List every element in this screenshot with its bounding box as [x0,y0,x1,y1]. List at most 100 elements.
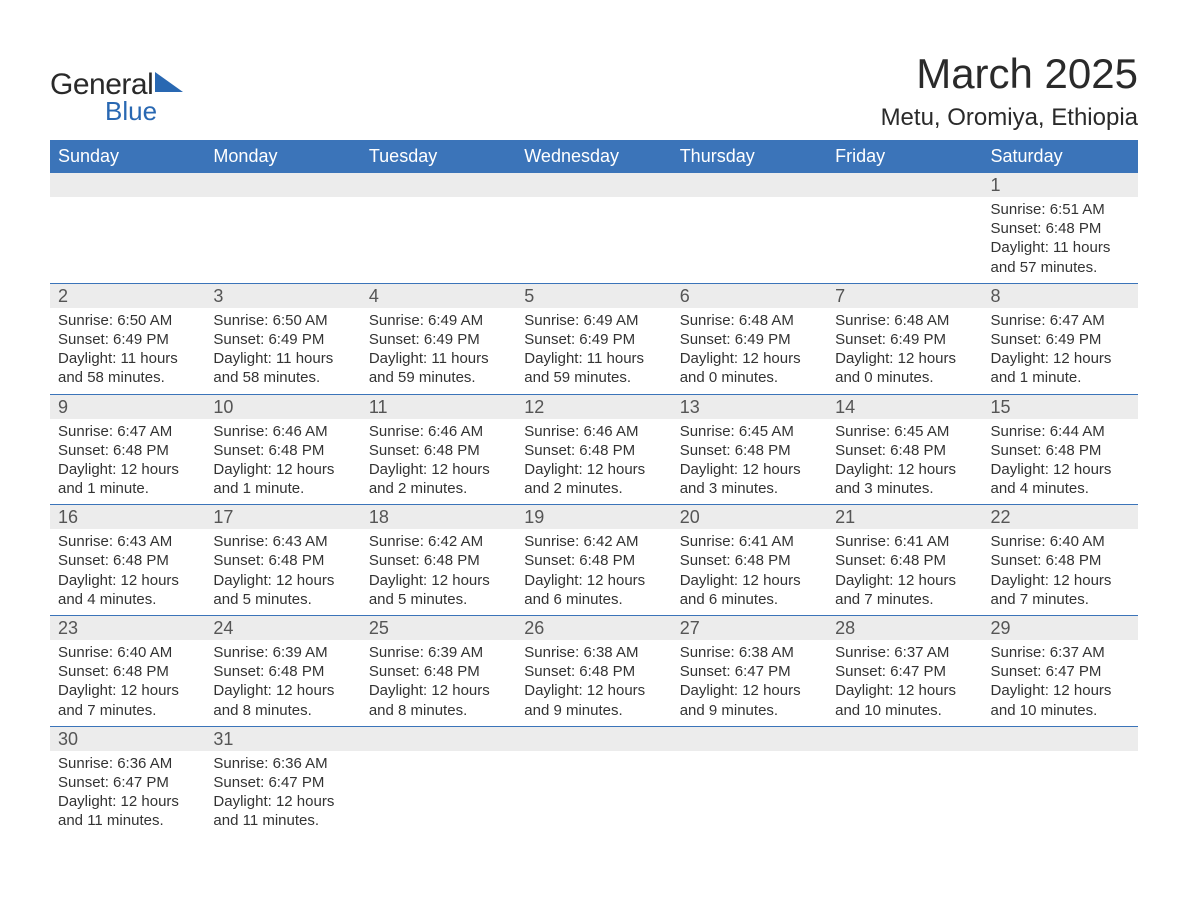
day-number: 25 [361,616,516,640]
day-number [672,727,827,751]
calendar-day-cell: 5Sunrise: 6:49 AMSunset: 6:49 PMDaylight… [516,283,671,394]
sunrise-text: Sunrise: 6:43 AM [213,532,352,551]
calendar-week-row: 16Sunrise: 6:43 AMSunset: 6:48 PMDayligh… [50,505,1138,616]
day-number: 12 [516,395,671,419]
day-number: 30 [50,727,205,751]
day-number: 20 [672,505,827,529]
sunrise-text: Sunrise: 6:49 AM [524,311,663,330]
daylight-text-2: and 1 minute. [991,368,1130,387]
calendar-day-cell: 29Sunrise: 6:37 AMSunset: 6:47 PMDayligh… [983,616,1138,727]
location-subtitle: Metu, Oromiya, Ethiopia [881,104,1138,132]
day-number [516,173,671,197]
day-number: 11 [361,395,516,419]
sunset-text: Sunset: 6:47 PM [991,662,1130,681]
sunrise-text: Sunrise: 6:36 AM [213,754,352,773]
calendar-day-cell: 2Sunrise: 6:50 AMSunset: 6:49 PMDaylight… [50,283,205,394]
day-body: Sunrise: 6:43 AMSunset: 6:48 PMDaylight:… [50,529,205,615]
sunrise-text: Sunrise: 6:42 AM [369,532,508,551]
day-number: 26 [516,616,671,640]
weekday-header: Thursday [672,140,827,173]
daylight-text-2: and 58 minutes. [58,368,197,387]
sunrise-text: Sunrise: 6:41 AM [680,532,819,551]
sunset-text: Sunset: 6:48 PM [991,551,1130,570]
daylight-text-1: Daylight: 12 hours [680,460,819,479]
day-number: 24 [205,616,360,640]
day-body: Sunrise: 6:39 AMSunset: 6:48 PMDaylight:… [361,640,516,726]
sunrise-text: Sunrise: 6:46 AM [213,422,352,441]
sunrise-text: Sunrise: 6:39 AM [213,643,352,662]
day-body: Sunrise: 6:47 AMSunset: 6:48 PMDaylight:… [50,419,205,505]
daylight-text-1: Daylight: 12 hours [524,571,663,590]
daylight-text-1: Daylight: 12 hours [680,571,819,590]
day-body [827,197,982,257]
day-number: 16 [50,505,205,529]
sunrise-text: Sunrise: 6:45 AM [680,422,819,441]
daylight-text-1: Daylight: 11 hours [369,349,508,368]
daylight-text-2: and 7 minutes. [835,590,974,609]
sunset-text: Sunset: 6:49 PM [991,330,1130,349]
sunset-text: Sunset: 6:48 PM [213,441,352,460]
daylight-text-2: and 4 minutes. [58,590,197,609]
weekday-header: Tuesday [361,140,516,173]
daylight-text-2: and 8 minutes. [213,701,352,720]
day-body: Sunrise: 6:46 AMSunset: 6:48 PMDaylight:… [205,419,360,505]
day-number [827,173,982,197]
day-number: 1 [983,173,1138,197]
sunrise-text: Sunrise: 6:40 AM [58,643,197,662]
daylight-text-2: and 6 minutes. [680,590,819,609]
day-body: Sunrise: 6:41 AMSunset: 6:48 PMDaylight:… [827,529,982,615]
day-number: 5 [516,284,671,308]
calendar-day-cell: 21Sunrise: 6:41 AMSunset: 6:48 PMDayligh… [827,505,982,616]
daylight-text-1: Daylight: 12 hours [835,349,974,368]
sunset-text: Sunset: 6:48 PM [58,662,197,681]
daylight-text-2: and 0 minutes. [835,368,974,387]
day-number [827,727,982,751]
day-body: Sunrise: 6:48 AMSunset: 6:49 PMDaylight:… [672,308,827,394]
sunset-text: Sunset: 6:48 PM [524,662,663,681]
day-body [205,197,360,257]
sunset-text: Sunset: 6:47 PM [680,662,819,681]
daylight-text-2: and 7 minutes. [58,701,197,720]
daylight-text-1: Daylight: 12 hours [991,681,1130,700]
calendar-day-cell: 27Sunrise: 6:38 AMSunset: 6:47 PMDayligh… [672,616,827,727]
daylight-text-1: Daylight: 12 hours [369,571,508,590]
sunset-text: Sunset: 6:48 PM [213,551,352,570]
daylight-text-1: Daylight: 12 hours [991,571,1130,590]
daylight-text-1: Daylight: 12 hours [58,460,197,479]
daylight-text-1: Daylight: 12 hours [369,681,508,700]
day-number [361,727,516,751]
header: General Blue March 2025 Metu, Oromiya, E… [50,50,1138,132]
calendar-day-cell: 22Sunrise: 6:40 AMSunset: 6:48 PMDayligh… [983,505,1138,616]
day-body: Sunrise: 6:50 AMSunset: 6:49 PMDaylight:… [205,308,360,394]
daylight-text-2: and 9 minutes. [680,701,819,720]
daylight-text-1: Daylight: 12 hours [991,460,1130,479]
daylight-text-1: Daylight: 12 hours [369,460,508,479]
daylight-text-2: and 57 minutes. [991,258,1130,277]
day-number: 18 [361,505,516,529]
daylight-text-1: Daylight: 12 hours [835,681,974,700]
day-body: Sunrise: 6:48 AMSunset: 6:49 PMDaylight:… [827,308,982,394]
calendar-week-row: 23Sunrise: 6:40 AMSunset: 6:48 PMDayligh… [50,616,1138,727]
daylight-text-1: Daylight: 12 hours [680,349,819,368]
day-body: Sunrise: 6:36 AMSunset: 6:47 PMDaylight:… [205,751,360,837]
sunset-text: Sunset: 6:49 PM [58,330,197,349]
sunset-text: Sunset: 6:48 PM [369,441,508,460]
daylight-text-1: Daylight: 11 hours [524,349,663,368]
day-body: Sunrise: 6:37 AMSunset: 6:47 PMDaylight:… [827,640,982,726]
daylight-text-2: and 9 minutes. [524,701,663,720]
day-body: Sunrise: 6:42 AMSunset: 6:48 PMDaylight:… [361,529,516,615]
day-number: 10 [205,395,360,419]
daylight-text-2: and 3 minutes. [835,479,974,498]
sunrise-text: Sunrise: 6:36 AM [58,754,197,773]
daylight-text-2: and 3 minutes. [680,479,819,498]
calendar-day-cell: 19Sunrise: 6:42 AMSunset: 6:48 PMDayligh… [516,505,671,616]
calendar-day-cell: 24Sunrise: 6:39 AMSunset: 6:48 PMDayligh… [205,616,360,727]
daylight-text-2: and 5 minutes. [369,590,508,609]
daylight-text-2: and 2 minutes. [524,479,663,498]
sunrise-text: Sunrise: 6:37 AM [991,643,1130,662]
daylight-text-2: and 59 minutes. [369,368,508,387]
weekday-header: Sunday [50,140,205,173]
calendar-day-cell: 28Sunrise: 6:37 AMSunset: 6:47 PMDayligh… [827,616,982,727]
day-body: Sunrise: 6:45 AMSunset: 6:48 PMDaylight:… [672,419,827,505]
sunset-text: Sunset: 6:48 PM [524,441,663,460]
